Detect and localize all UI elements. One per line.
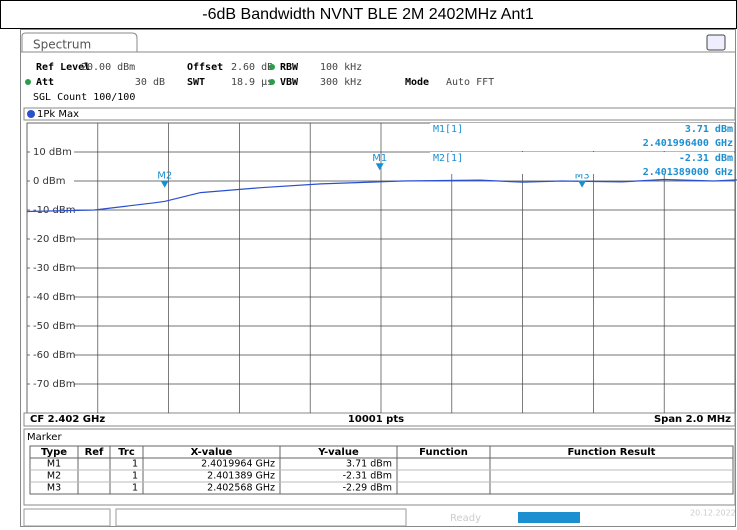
- status-dot: [269, 79, 275, 85]
- tick-label-bg: [30, 349, 74, 361]
- table-cell: 2.402568 GHz: [207, 483, 275, 494]
- tick-label-bg: [30, 262, 74, 274]
- status-box-2: [115, 508, 407, 527]
- setting-label: RBW: [280, 62, 299, 73]
- marker-label: M1: [372, 153, 387, 164]
- table-header: Ref: [85, 447, 104, 458]
- setting-value: Auto FFT: [446, 77, 494, 88]
- setting-value: 2.60 dB: [231, 62, 273, 73]
- marker: [578, 180, 587, 188]
- y-tick-label: 0 dBm: [33, 176, 66, 187]
- footer-left: CF 2.402 GHz: [30, 414, 105, 425]
- table-cell: M1: [47, 459, 61, 470]
- table-cell: 1: [132, 471, 138, 482]
- readout-level: 3.71 dBm: [685, 124, 733, 135]
- footer-right: Span 2.0 MHz: [654, 414, 731, 425]
- tick-label-bg: [30, 146, 74, 158]
- tick-label-bg: [30, 204, 74, 216]
- status-dot: [269, 64, 275, 70]
- setting-label: SWT: [187, 77, 205, 88]
- table-cell: -2.31 dBm: [343, 471, 392, 482]
- readout-name: M1[1]: [433, 124, 463, 135]
- progress-bar: [518, 512, 580, 523]
- y-tick-label: -70 dBm: [33, 379, 75, 390]
- tick-label-bg: [30, 291, 74, 303]
- marker-table-title: Marker: [27, 432, 62, 443]
- trace: [26, 178, 737, 213]
- trace-label: 1Pk Max: [37, 109, 79, 120]
- tab[interactable]: Spectrum: [33, 38, 91, 52]
- table-cell: 1: [132, 459, 138, 470]
- table-cell: 1: [132, 483, 138, 494]
- tick-label-bg: [30, 378, 74, 390]
- table-header: X-value: [191, 447, 233, 458]
- table-header: Type: [41, 447, 67, 458]
- setting-label: VBW: [280, 77, 299, 88]
- y-tick-label: -60 dBm: [33, 350, 75, 361]
- readout-name: M2[1]: [433, 153, 463, 164]
- setting-label: Mode: [405, 77, 429, 88]
- footer-center: 10001 pts: [348, 414, 404, 425]
- table-cell: 2.4019964 GHz: [201, 459, 275, 470]
- table-header: Function: [419, 447, 468, 458]
- setting-value: 30 dB: [135, 77, 165, 88]
- y-tick-label: -40 dBm: [33, 292, 75, 303]
- title-bar: [0, 0, 737, 29]
- table-cell: M2: [47, 471, 61, 482]
- table-header: Trc: [118, 447, 135, 458]
- marker: [375, 163, 384, 171]
- status-dot: [25, 79, 31, 85]
- tick-label-bg: [30, 320, 74, 332]
- y-tick-label: -30 dBm: [33, 263, 75, 274]
- readout-level: -2.31 dBm: [679, 153, 733, 164]
- y-tick-label: -50 dBm: [33, 321, 75, 332]
- marker-label: M2: [157, 171, 172, 182]
- setting-value: 300 kHz: [320, 77, 362, 88]
- setting-label: Offset: [187, 62, 223, 73]
- setting-value: 18.9 µs: [231, 77, 273, 88]
- marker: [160, 180, 169, 188]
- y-tick-label: 10 dBm: [33, 147, 72, 158]
- footer-bar: [23, 412, 736, 427]
- setting-value: 100 kHz: [320, 62, 362, 73]
- table-cell: 2.401389 GHz: [207, 471, 275, 482]
- menu-icon[interactable]: [706, 34, 726, 51]
- readout-bg: [430, 123, 734, 151]
- readout-bg: [430, 152, 734, 174]
- setting-value: 20.00 dBm: [81, 62, 135, 73]
- table-cell: 3.71 dBm: [346, 459, 392, 470]
- table-header: Function Result: [568, 447, 656, 458]
- status-date: 20.12.2022: [690, 509, 736, 518]
- trace-header: [23, 107, 736, 121]
- status-box-1: [23, 508, 111, 527]
- table-header: Y-value: [317, 447, 359, 458]
- readout-freq: 2.401389000 GHz: [643, 167, 733, 178]
- trace-dot: [27, 110, 35, 118]
- sweep-count: SGL Count 100/100: [33, 92, 135, 103]
- table-cell: M3: [47, 483, 61, 494]
- y-tick-label: -20 dBm: [33, 234, 75, 245]
- tab-shape: [21, 32, 138, 52]
- table-cell: -2.29 dBm: [343, 483, 392, 494]
- status-state: Ready: [450, 513, 481, 524]
- readout-freq: 2.401996400 GHz: [643, 138, 733, 149]
- setting-label: Att: [36, 77, 54, 88]
- title: -6dB Bandwidth NVNT BLE 2M 2402MHz Ant1: [202, 6, 534, 23]
- marker-label: M3: [575, 171, 590, 182]
- setting-label: Ref Level: [36, 62, 90, 73]
- tick-label-bg: [30, 233, 74, 245]
- tick-label-bg: [30, 175, 74, 187]
